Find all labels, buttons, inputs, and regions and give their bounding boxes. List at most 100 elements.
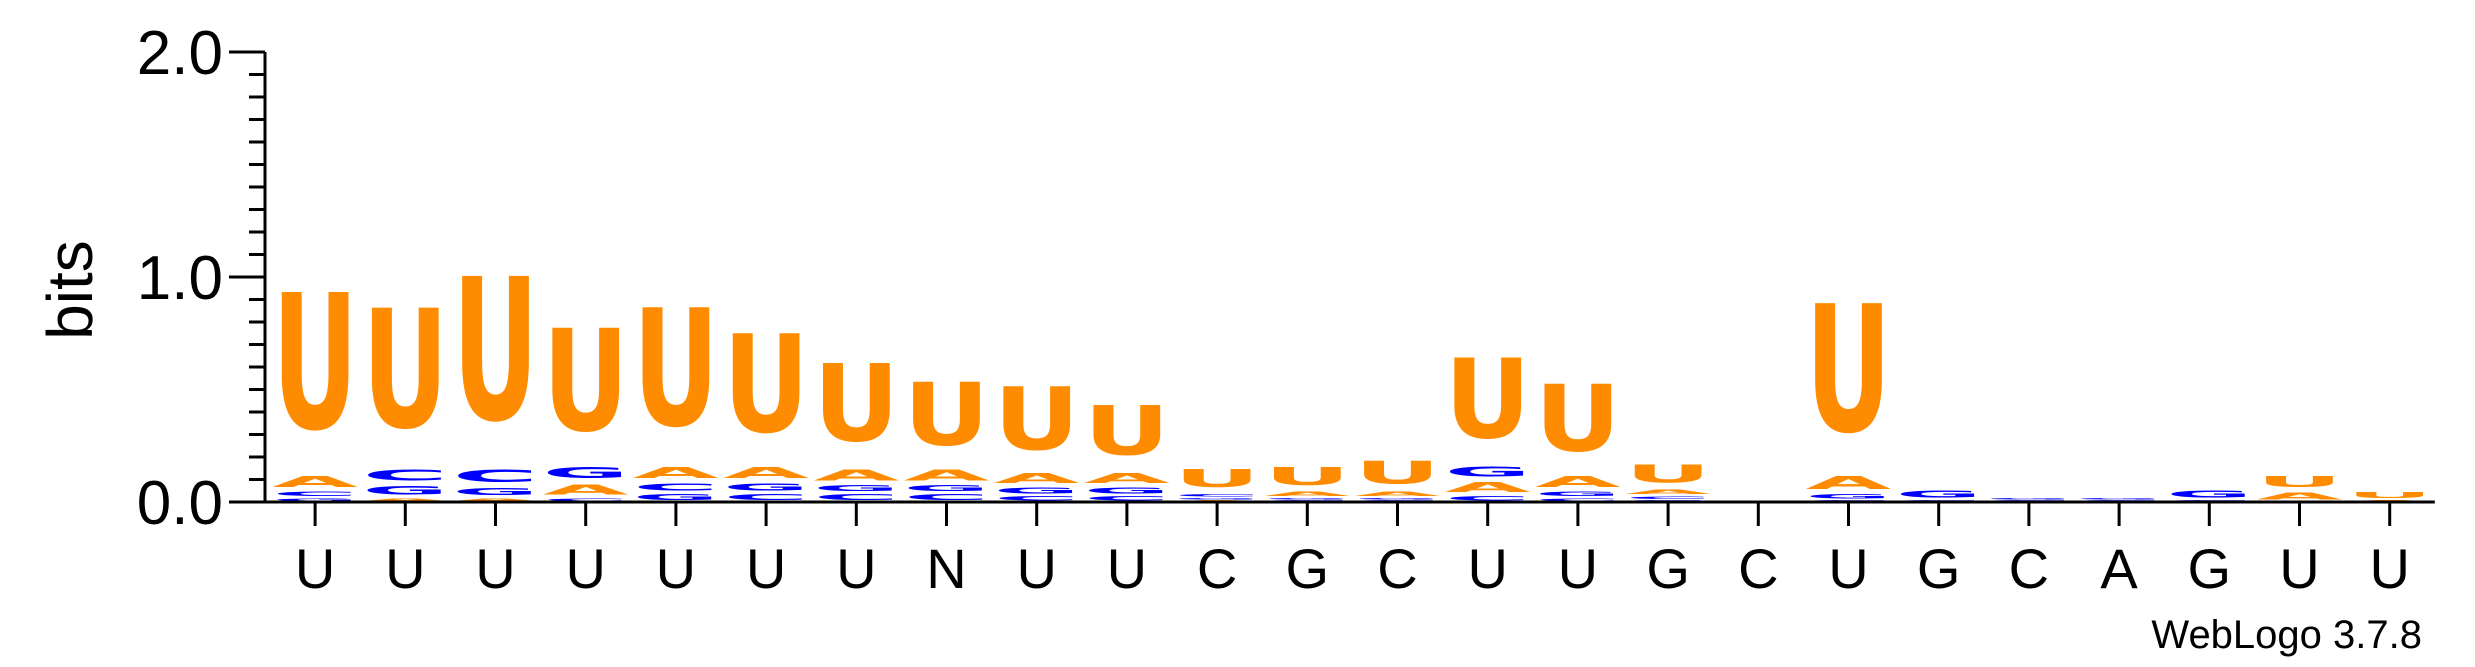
logo-letter-a: A xyxy=(1264,491,1350,498)
x-tick-label: U xyxy=(836,537,876,600)
logo-letter-g: G xyxy=(543,464,629,482)
logo-letter-a: A xyxy=(1535,473,1622,491)
x-tick-label: C xyxy=(1197,537,1237,600)
logo-letter-c: C xyxy=(994,495,1080,502)
logo-letter-g: G xyxy=(1084,486,1170,495)
logo-letter-a: A xyxy=(633,464,720,482)
x-tick-label: U xyxy=(656,537,696,600)
logo-letter-c: C xyxy=(1625,495,1711,499)
logo-letter-a: A xyxy=(272,473,359,491)
x-tick-label: U xyxy=(2369,537,2409,600)
logo-letter-u: U xyxy=(1445,337,1531,464)
credit-text: WebLogo 3.7.8 xyxy=(2151,613,2422,657)
logo-letter-a: A xyxy=(994,470,1080,486)
logo-letter-u: U xyxy=(1805,270,1891,473)
logo-letter-u: U xyxy=(362,275,448,466)
x-tick-label: U xyxy=(1828,537,1868,600)
x-tick-label: C xyxy=(2009,537,2049,600)
x-tick-label: U xyxy=(746,537,786,600)
logo-letter-c: C xyxy=(362,466,448,484)
x-tick-label: U xyxy=(1016,537,1056,600)
logo-letter-c: C xyxy=(903,493,989,502)
logo-letter-u: U xyxy=(2347,491,2433,500)
logo-letter-u: U xyxy=(2256,473,2342,491)
logo-letter-a: A xyxy=(723,464,810,482)
logo-letter-a: A xyxy=(903,466,990,484)
logo-letter-u: U xyxy=(813,343,899,466)
logo-letter-u: U xyxy=(633,276,719,464)
logo-letter-u: U xyxy=(994,369,1080,470)
logo-letter-a: A xyxy=(1354,491,1440,498)
logo-letter-a: A xyxy=(2256,491,2342,502)
logo-letter-u: U xyxy=(452,239,538,467)
logo-letter-u: U xyxy=(1084,392,1170,470)
y-tick-label: 2.0 xyxy=(137,19,223,88)
logo-letter-u: U xyxy=(1354,455,1440,491)
x-tick-label: G xyxy=(1646,537,1690,600)
x-tick-label: U xyxy=(2279,537,2319,600)
logo-letter-c: C xyxy=(1174,493,1260,497)
logo-letter-g: G xyxy=(1896,489,1982,500)
logo-letter-a: A xyxy=(452,498,538,502)
x-tick-label: U xyxy=(1558,537,1598,600)
logo-letter-c: C xyxy=(452,466,538,486)
logo-letter-g: G xyxy=(903,484,989,493)
logo-letter-g: G xyxy=(1986,498,2072,500)
logo-letter-a: A xyxy=(1805,473,1892,493)
axes: 0.01.02.0U U U U U U U N U U C G C U U G C U G C A G U U xyxy=(137,19,2435,600)
logo-letter-g: G xyxy=(452,486,538,497)
y-tick-label: 1.0 xyxy=(137,244,223,313)
logo-letter-c: C xyxy=(1084,495,1170,502)
x-tick-label: U xyxy=(385,537,425,600)
logo-letter-g: G xyxy=(1354,498,1440,500)
logo-letter-g: G xyxy=(1535,491,1621,498)
logo-letter-g: G xyxy=(723,482,809,493)
x-tick-label: G xyxy=(2188,537,2232,600)
x-tick-label: U xyxy=(565,537,605,600)
logo-letter-u: U xyxy=(723,306,809,464)
logo-letter-g: G xyxy=(1264,498,1350,500)
logo-letter-u: U xyxy=(1264,462,1350,491)
x-tick-label: A xyxy=(2100,537,2138,600)
logo-letter-g: G xyxy=(633,493,719,502)
logo-letter-a: A xyxy=(813,466,900,484)
logo-letter-g: G xyxy=(813,484,899,493)
logo-letter-c: C xyxy=(1535,498,1621,502)
x-tick-label: C xyxy=(1377,537,1417,600)
logo-letter-c: C xyxy=(633,482,719,493)
logo-letter-u: U xyxy=(272,255,358,473)
logo-letter-c: C xyxy=(723,493,809,502)
logo-letter-g: G xyxy=(1445,464,1531,480)
logo-letter-c: C xyxy=(543,498,629,502)
logo-letter-u: U xyxy=(1174,464,1260,493)
logo-letter-u: U xyxy=(903,365,989,466)
logo-letter-g: G xyxy=(1805,493,1891,500)
x-tick-label: U xyxy=(1467,537,1507,600)
x-tick-label: U xyxy=(475,537,515,600)
x-tick-label: N xyxy=(926,537,966,600)
logo-letter-a: A xyxy=(1625,489,1711,496)
logo-letter-g: G xyxy=(1174,498,1260,500)
x-tick-label: U xyxy=(1107,537,1147,600)
logo-letter-g: G xyxy=(2166,489,2252,500)
logo-letter-u: U xyxy=(1535,366,1621,473)
logo-letter-g: G xyxy=(362,484,448,497)
logo-letter-a: A xyxy=(543,482,629,498)
y-tick-label: 0.0 xyxy=(137,469,223,538)
logo-letter-a: A xyxy=(1084,470,1170,486)
logo-letter-g: G xyxy=(2076,498,2162,500)
logo-letter-a: A xyxy=(362,498,448,502)
logo-letter-c: C xyxy=(272,491,358,498)
x-tick-label: U xyxy=(295,537,335,600)
logo-letter-g: G xyxy=(994,486,1080,495)
y-axis-label: bits xyxy=(34,240,106,340)
logo-letter-a: A xyxy=(1445,479,1531,495)
logo-letter-u: U xyxy=(543,300,629,464)
logo-letter-c: C xyxy=(1445,495,1531,502)
x-tick-label: G xyxy=(1286,537,1330,600)
logo-letter-g: G xyxy=(272,498,358,503)
logo-letter-u: U xyxy=(1625,459,1711,488)
logo-stacks: GCAUAGCUAGCUCAGUGCAUCGAUCGAUCGAUCGAUCGAU… xyxy=(272,239,2433,502)
logo-letter-c: C xyxy=(813,493,899,502)
